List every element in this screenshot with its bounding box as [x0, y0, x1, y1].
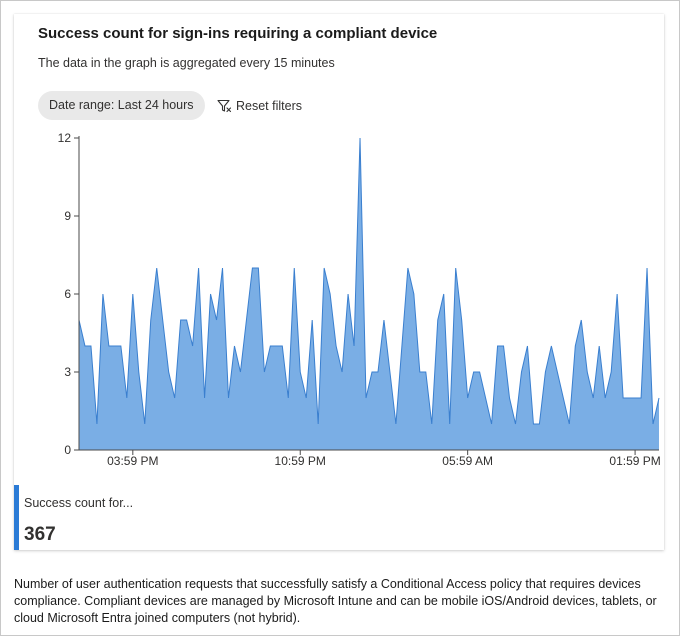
- series-area: [79, 138, 659, 450]
- reset-filters-label: Reset filters: [236, 99, 302, 113]
- x-tick-label: 01:59 PM: [609, 454, 660, 468]
- card-title: Success count for sign-ins requiring a c…: [38, 25, 438, 42]
- y-tick-label: 6: [64, 287, 71, 301]
- legend-total-value: 367: [24, 524, 56, 545]
- y-tick-label: 0: [64, 443, 71, 457]
- reset-filters-button[interactable]: Reset filters: [217, 96, 302, 116]
- chart-card: Success count for sign-ins requiring a c…: [14, 14, 664, 550]
- filter-icon: [217, 99, 232, 113]
- series-line: [78, 137, 660, 425]
- x-tick-label: 03:59 PM: [107, 454, 158, 468]
- x-tick-label: 05:59 AM: [442, 454, 493, 468]
- x-tick-label: 10:59 PM: [275, 454, 326, 468]
- legend-label: Success count for...: [24, 496, 134, 510]
- date-range-filter-button[interactable]: Date range: Last 24 hours: [38, 91, 205, 120]
- y-tick-label: 9: [64, 209, 71, 223]
- y-tick-label: 3: [64, 365, 71, 379]
- legend-color-bar: [14, 485, 19, 550]
- success-count-area-chart: 0 3 6 9 12 03:59 PM 10:59 PM 05:59 AM 01:59 PM: [58, 131, 661, 468]
- metric-description: Number of user authentication requests t…: [14, 577, 657, 625]
- card-subtitle: The data in the graph is aggregated ever…: [38, 56, 335, 70]
- y-tick-label: 12: [58, 131, 72, 145]
